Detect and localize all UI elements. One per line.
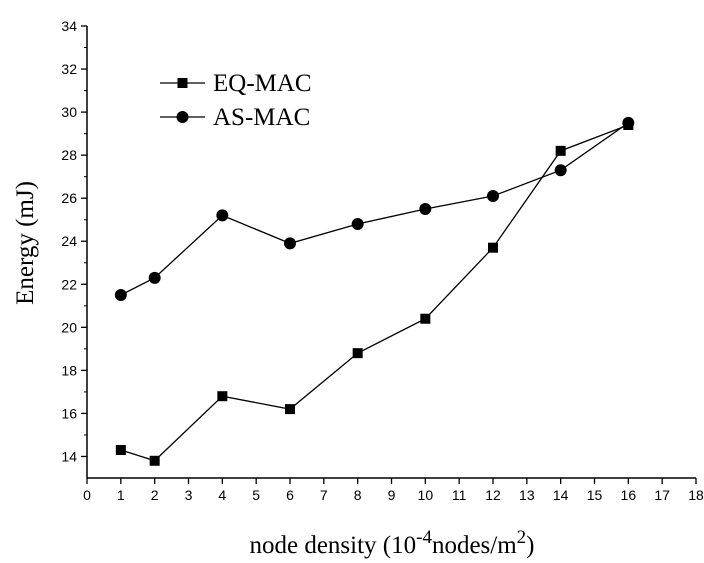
x-axis-title-unit-exponent: 2 xyxy=(517,527,527,548)
legend-marker-eq-mac xyxy=(177,78,188,88)
data-point-eq-mac xyxy=(217,391,228,402)
data-point-eq-mac xyxy=(488,242,498,253)
x-tick-label: 15 xyxy=(587,487,603,503)
x-axis-title-exponent: -4 xyxy=(416,527,432,548)
x-tick-label: 14 xyxy=(553,487,569,503)
x-tick-label: 9 xyxy=(388,487,396,503)
y-tick-label: 34 xyxy=(61,18,77,34)
legend: EQ-MAC AS-MAC xyxy=(160,70,312,131)
data-point-as-mac xyxy=(148,271,161,284)
series-layer xyxy=(114,116,635,466)
data-point-eq-mac xyxy=(420,313,431,324)
x-tick-label: 6 xyxy=(286,487,294,503)
data-point-eq-mac xyxy=(149,455,160,466)
y-tick-label: 26 xyxy=(61,190,77,206)
data-point-as-mac xyxy=(487,190,499,203)
x-tick-label: 11 xyxy=(452,487,467,503)
x-tick-label: 5 xyxy=(252,487,260,503)
x-tick-label: 7 xyxy=(320,487,328,503)
x-tick-label: 1 xyxy=(117,487,125,503)
y-tick-label: 24 xyxy=(61,233,77,249)
y-tick-label: 22 xyxy=(61,276,77,292)
x-axis-title-unit: nodes/m xyxy=(432,532,517,559)
series-line-eq-mac xyxy=(120,124,629,462)
y-tick-label: 30 xyxy=(61,104,77,120)
x-tick-label: 17 xyxy=(654,487,670,503)
y-tick-label: 28 xyxy=(61,147,77,163)
data-point-eq-mac xyxy=(115,445,126,456)
data-point-eq-mac xyxy=(352,348,363,359)
y-tick-label: 32 xyxy=(61,61,77,77)
data-point-as-mac xyxy=(114,289,127,302)
y-tick-label: 20 xyxy=(61,319,77,335)
x-axis-title: node density (10-4nodes/m2) xyxy=(249,527,534,559)
x-axis-title-close: ) xyxy=(526,532,534,559)
axes xyxy=(86,26,696,479)
x-tick-label: 4 xyxy=(218,487,226,503)
x-tick-label: 13 xyxy=(519,487,535,503)
legend-label-as-mac: AS-MAC xyxy=(213,104,310,131)
data-point-as-mac xyxy=(284,237,296,250)
legend-item-as-mac: AS-MAC xyxy=(160,104,310,131)
y-tick-label: 16 xyxy=(61,405,77,421)
data-point-eq-mac xyxy=(555,145,566,156)
x-ticks: 0 1 2 3 4 5 6 7 8 9 10 11 12 13 14 15 16 17 18 xyxy=(83,478,704,503)
series-line-as-mac xyxy=(120,122,629,296)
x-axis-title-base: node density (10 xyxy=(249,532,416,559)
data-point-as-mac xyxy=(622,116,635,129)
x-tick-label: 3 xyxy=(185,487,193,503)
x-tick-label: 18 xyxy=(688,487,704,503)
data-point-as-mac xyxy=(554,164,567,177)
legend-item-eq-mac: EQ-MAC xyxy=(160,70,312,97)
y-ticks: 14 16 18 20 22 24 26 28 30 32 34 xyxy=(61,18,87,464)
x-tick-label: 8 xyxy=(354,487,362,503)
y-tick-label: 18 xyxy=(61,362,77,378)
x-tick-label: 12 xyxy=(485,487,501,503)
x-tick-label: 2 xyxy=(151,487,159,503)
data-point-as-mac xyxy=(419,202,432,215)
data-point-eq-mac xyxy=(285,404,295,415)
data-point-as-mac xyxy=(216,209,229,222)
y-axis-title: Energy (mJ) xyxy=(12,181,39,305)
x-tick-label: 0 xyxy=(83,487,91,503)
legend-label-eq-mac: EQ-MAC xyxy=(213,70,312,97)
y-tick-label: 14 xyxy=(61,448,77,464)
legend-marker-as-mac xyxy=(176,111,189,123)
x-tick-label: 16 xyxy=(621,487,637,503)
data-point-as-mac xyxy=(351,218,364,231)
x-tick-label: 10 xyxy=(418,487,434,503)
